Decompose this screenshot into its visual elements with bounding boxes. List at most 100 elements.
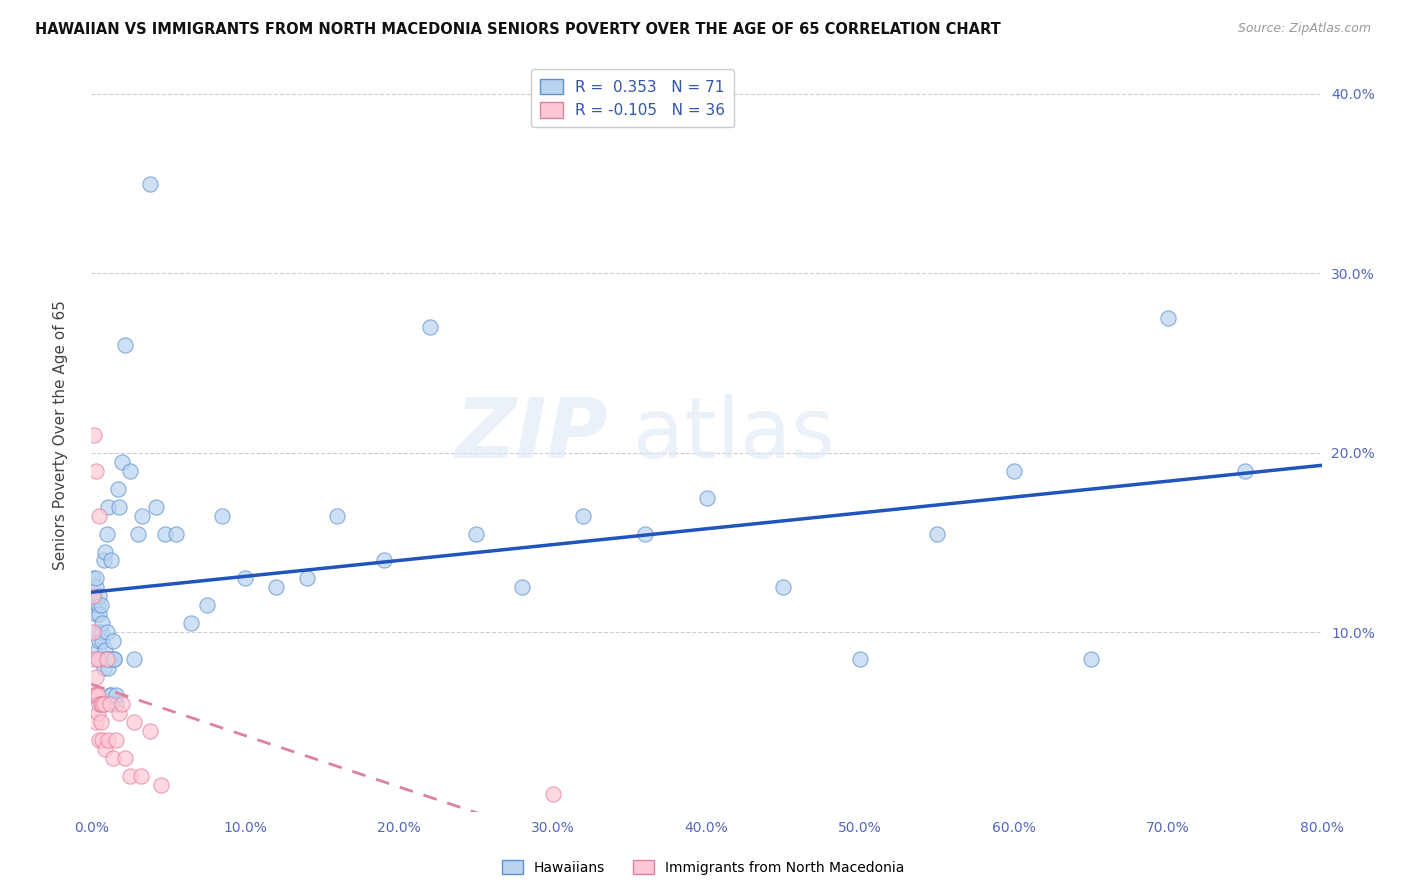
Point xyxy=(82,625,104,640)
Point xyxy=(139,723,162,738)
Point xyxy=(86,706,108,720)
Point xyxy=(108,706,131,720)
Point xyxy=(326,508,349,523)
Point xyxy=(541,787,564,801)
Point xyxy=(101,751,124,765)
Point xyxy=(114,751,136,765)
Point xyxy=(849,652,872,666)
Point xyxy=(97,661,120,675)
Point xyxy=(107,482,129,496)
Point xyxy=(139,177,162,191)
Point xyxy=(153,526,177,541)
Text: Source: ZipAtlas.com: Source: ZipAtlas.com xyxy=(1237,22,1371,36)
Point xyxy=(84,464,107,478)
Point xyxy=(105,697,127,711)
Point xyxy=(87,508,110,523)
Point xyxy=(100,688,122,702)
Point xyxy=(1157,311,1180,326)
Point xyxy=(149,778,172,792)
Point xyxy=(91,616,114,631)
Point xyxy=(84,714,107,729)
Point xyxy=(90,652,112,666)
Point xyxy=(82,571,104,585)
Point xyxy=(180,616,202,631)
Point xyxy=(94,643,117,657)
Point xyxy=(83,428,105,442)
Point xyxy=(105,733,127,747)
Point xyxy=(114,338,136,352)
Point xyxy=(108,500,131,514)
Point xyxy=(87,590,110,604)
Point xyxy=(83,590,105,604)
Point xyxy=(82,590,104,604)
Point xyxy=(419,320,441,334)
Point xyxy=(464,526,486,541)
Point xyxy=(86,652,108,666)
Point xyxy=(86,688,108,702)
Point xyxy=(93,661,115,675)
Point xyxy=(94,544,117,558)
Point xyxy=(86,643,108,657)
Point xyxy=(97,500,120,514)
Point xyxy=(98,688,121,702)
Point xyxy=(91,697,114,711)
Point xyxy=(100,553,122,567)
Point xyxy=(927,526,949,541)
Point xyxy=(96,625,118,640)
Legend: R =  0.353   N = 71, R = -0.105   N = 36: R = 0.353 N = 71, R = -0.105 N = 36 xyxy=(531,70,734,128)
Point xyxy=(86,599,108,613)
Point xyxy=(634,526,657,541)
Point xyxy=(98,652,121,666)
Point xyxy=(696,491,718,505)
Y-axis label: Seniors Poverty Over the Age of 65: Seniors Poverty Over the Age of 65 xyxy=(53,300,67,570)
Point xyxy=(96,652,118,666)
Point xyxy=(165,526,187,541)
Point xyxy=(96,652,118,666)
Point xyxy=(84,607,107,622)
Point xyxy=(111,455,134,469)
Point xyxy=(90,599,112,613)
Point xyxy=(84,688,107,702)
Point xyxy=(87,634,110,648)
Point xyxy=(96,526,118,541)
Point xyxy=(105,688,127,702)
Point xyxy=(90,697,112,711)
Point xyxy=(87,733,110,747)
Legend: Hawaiians, Immigrants from North Macedonia: Hawaiians, Immigrants from North Macedon… xyxy=(496,855,910,880)
Point xyxy=(98,697,121,711)
Point xyxy=(91,634,114,648)
Point xyxy=(295,571,318,585)
Point xyxy=(145,500,167,514)
Point xyxy=(97,733,120,747)
Point xyxy=(103,652,125,666)
Point xyxy=(87,697,110,711)
Point xyxy=(233,571,256,585)
Point xyxy=(111,697,134,711)
Point xyxy=(118,464,141,478)
Point xyxy=(93,697,115,711)
Point xyxy=(772,581,794,595)
Text: HAWAIIAN VS IMMIGRANTS FROM NORTH MACEDONIA SENIORS POVERTY OVER THE AGE OF 65 C: HAWAIIAN VS IMMIGRANTS FROM NORTH MACEDO… xyxy=(35,22,1001,37)
Point xyxy=(84,581,107,595)
Point xyxy=(86,625,108,640)
Point xyxy=(94,742,117,756)
Point xyxy=(127,526,149,541)
Point xyxy=(94,652,117,666)
Point xyxy=(1080,652,1102,666)
Text: ZIP: ZIP xyxy=(456,394,607,475)
Point xyxy=(124,652,146,666)
Point xyxy=(83,688,105,702)
Text: atlas: atlas xyxy=(633,394,834,475)
Point xyxy=(373,553,395,567)
Point xyxy=(93,553,115,567)
Point xyxy=(211,508,233,523)
Point xyxy=(83,652,105,666)
Point xyxy=(131,508,153,523)
Point xyxy=(87,652,110,666)
Point xyxy=(572,508,595,523)
Point xyxy=(195,599,218,613)
Point xyxy=(82,688,104,702)
Point xyxy=(101,634,124,648)
Point xyxy=(90,714,112,729)
Point xyxy=(1002,464,1025,478)
